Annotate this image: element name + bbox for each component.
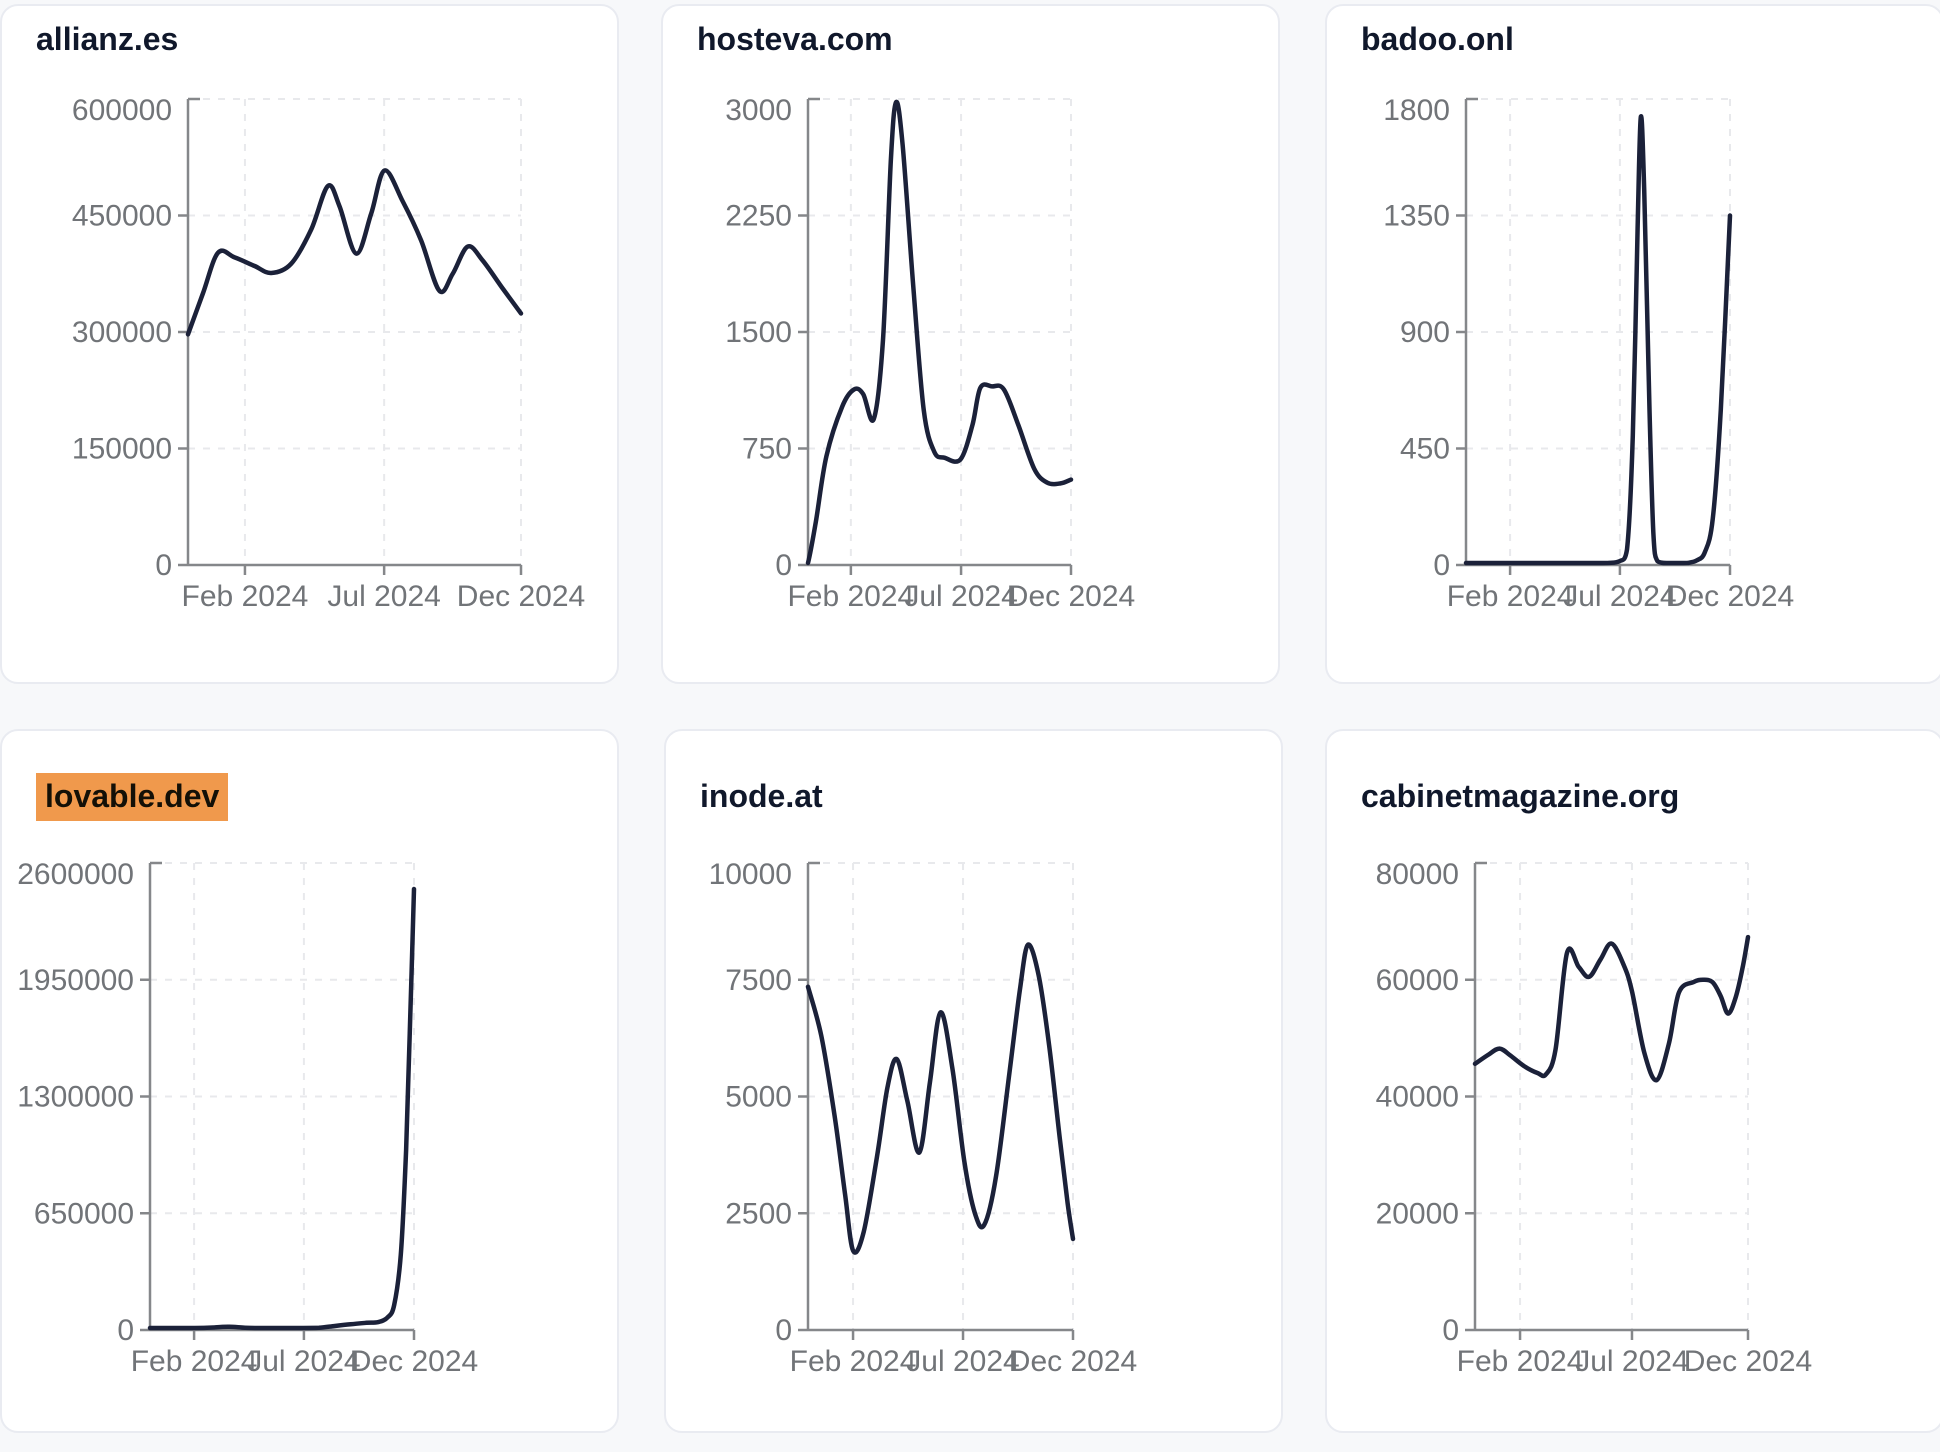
chart-title-text: hosteva.com: [697, 21, 893, 57]
chart-title: allianz.es: [36, 21, 179, 57]
x-axis-tick-label: Dec 2024: [1009, 1345, 1137, 1378]
chart-title: hosteva.com: [697, 21, 893, 57]
y-axis-tick-label: 1800: [1383, 94, 1450, 127]
chart-title-text: cabinetmagazine.org: [1361, 778, 1680, 814]
y-axis-tick-label: 0: [775, 549, 792, 582]
y-axis-tick-label: 40000: [1376, 1081, 1459, 1114]
trend-line: [805, 99, 1074, 566]
x-axis-tick-label: Feb 2024: [182, 580, 309, 613]
trend-line: [1463, 113, 1733, 566]
chart-card-badoo-onl[interactable]: badoo.onl 0 450 900 1350 1800 Feb 2024 Jul 202…: [1325, 4, 1940, 684]
y-axis-tick-label: 450: [1400, 433, 1450, 466]
y-axis-tick-label: 5000: [725, 1081, 792, 1114]
y-axis-tick-label: 2600000: [17, 858, 134, 891]
line-chart-allianz-es: 0 150000 300000 450000 600000 Feb 2024 Jul 202…: [72, 94, 585, 613]
line-chart-lovable-dev: 0 650000 1300000 1950000 2600000 Feb 2024Jul …: [17, 858, 478, 1378]
y-axis-tick-label: 10000: [709, 858, 792, 891]
x-axis-tick-label: Dec 2024: [1684, 1345, 1812, 1378]
chart-title: inode.at: [700, 778, 823, 814]
y-axis-tick-label: 300000: [72, 316, 172, 349]
chart-card-lovable-dev[interactable]: lovable.dev 0 650000 1300000 1950000 2600000…: [0, 729, 619, 1433]
x-axis-tick-label: Dec 2024: [1007, 580, 1135, 613]
x-axis-tick-label: Jul 2024: [247, 1345, 360, 1378]
trend-line: [1472, 934, 1751, 1083]
chart-title-text: badoo.onl: [1361, 21, 1514, 57]
x-axis-tick-label: Jul 2024: [906, 1345, 1019, 1378]
x-axis-tick-label: Dec 2024: [350, 1345, 478, 1378]
chart-card-cabinetmagazine-org[interactable]: cabinetmagazine.org 0 20000 40000 60000 8000…: [1325, 729, 1940, 1433]
chart-card-allianz-es[interactable]: allianz.es 0 150000 300000 450000 600000 Feb …: [0, 4, 619, 684]
y-axis-tick-label: 150000: [72, 433, 172, 466]
y-axis-tick-label: 80000: [1376, 858, 1459, 891]
y-axis-tick-label: 7500: [725, 964, 792, 997]
y-axis-tick-label: 0: [117, 1314, 134, 1347]
y-axis-tick-label: 0: [1433, 549, 1450, 582]
chart-title: badoo.onl: [1361, 21, 1514, 57]
chart-title-text-highlighted: lovable.dev: [36, 773, 229, 821]
x-axis-tick-label: Feb 2024: [787, 580, 914, 613]
y-axis-tick-label: 2250: [725, 200, 792, 233]
y-axis-tick-label: 0: [1442, 1314, 1459, 1347]
chart-title-text: inode.at: [700, 778, 823, 814]
x-axis-tick-label: Jul 2024: [327, 580, 440, 613]
y-axis-tick-label: 1500: [725, 316, 792, 349]
y-axis-tick-label: 0: [775, 1314, 792, 1347]
x-axis-tick-label: Feb 2024: [131, 1345, 258, 1378]
y-axis-tick-label: 650000: [34, 1197, 134, 1230]
y-axis-tick-label: 1350: [1383, 200, 1450, 233]
x-axis-tick-label: Feb 2024: [1457, 1345, 1584, 1378]
y-axis-tick-label: 20000: [1376, 1197, 1459, 1230]
x-axis-tick-label: Feb 2024: [790, 1345, 917, 1378]
trend-line: [185, 168, 524, 337]
y-axis-tick-label: 900: [1400, 316, 1450, 349]
y-axis-tick-label: 1950000: [17, 964, 134, 997]
chart-title-text: allianz.es: [36, 21, 179, 57]
x-axis-tick-label: Dec 2024: [457, 580, 585, 613]
x-axis-tick-label: Feb 2024: [1447, 580, 1574, 613]
y-axis-tick-label: 3000: [725, 94, 792, 127]
y-axis-tick-label: 2500: [725, 1197, 792, 1230]
x-axis-tick-label: Dec 2024: [1666, 580, 1794, 613]
x-axis-tick-label: Jul 2024: [904, 580, 1017, 613]
y-axis-tick-label: 750: [742, 433, 792, 466]
y-axis-tick-label: 450000: [72, 200, 172, 233]
chart-title: lovable.dev: [36, 773, 229, 821]
y-axis-tick-label: 1300000: [17, 1081, 134, 1114]
chart-card-inode-at[interactable]: inode.at 0 2500 5000 7500 10000 Feb 2024 Jul 2…: [664, 729, 1283, 1433]
chart-card-hosteva-com[interactable]: hosteva.com 0 750 1500 2250 3000 Feb 2024 Jul …: [661, 4, 1280, 684]
y-axis-tick-label: 600000: [72, 94, 172, 127]
trend-line: [147, 886, 417, 1331]
chart-title: cabinetmagazine.org: [1361, 778, 1680, 814]
y-axis-tick-label: 60000: [1376, 964, 1459, 997]
x-axis-tick-label: Jul 2024: [1575, 1345, 1688, 1378]
y-axis-tick-label: 0: [155, 549, 172, 582]
trend-line: [805, 942, 1076, 1255]
x-axis-tick-label: Jul 2024: [1563, 580, 1676, 613]
